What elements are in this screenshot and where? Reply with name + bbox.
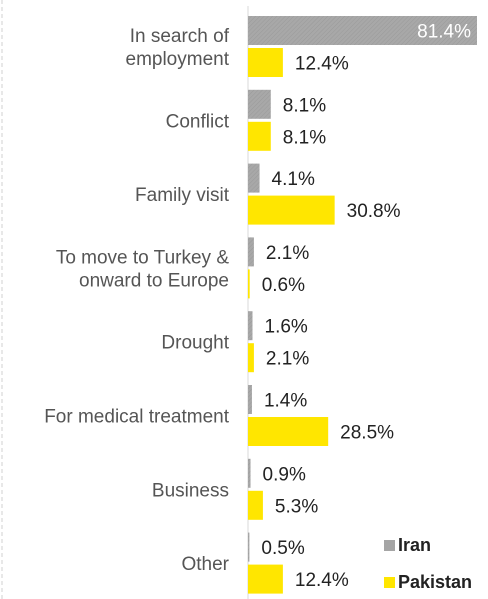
category-label: In search of employment — [126, 26, 230, 70]
iran-value-label: 0.5% — [261, 538, 304, 559]
category-label: Other — [181, 554, 229, 575]
pakistan-bar — [248, 269, 250, 299]
iran-value-label: 4.1% — [272, 169, 315, 190]
pakistan-value-label: 2.1% — [266, 349, 309, 370]
iran-bar — [248, 385, 252, 414]
category-label: Business — [152, 480, 229, 501]
iran-bar — [248, 532, 250, 562]
iran-bar — [248, 458, 251, 488]
iran-value-label: 1.4% — [264, 391, 307, 412]
legend-swatch-iran — [384, 540, 395, 551]
pakistan-value-label: 30.8% — [347, 201, 401, 222]
pakistan-value-label: 12.4% — [295, 570, 349, 591]
iran-value-label: 2.1% — [266, 243, 309, 264]
category-label: For medical treatment — [44, 407, 230, 428]
pakistan-value-label: 12.4% — [295, 54, 349, 75]
pakistan-bar — [248, 48, 283, 77]
iran-bar — [248, 237, 254, 267]
legend-swatch-pakistan — [384, 577, 395, 588]
category-label: Conflict — [166, 111, 230, 132]
iran-value-label: 1.6% — [265, 317, 308, 338]
pakistan-bar — [248, 121, 271, 151]
iran-value-label: 81.4% — [417, 22, 471, 43]
category-label: Family visit — [135, 185, 230, 206]
pakistan-value-label: 28.5% — [340, 423, 394, 444]
legend-label-iran: Iran — [398, 535, 431, 555]
iran-bar — [248, 89, 271, 119]
iran-value-label: 0.9% — [263, 464, 306, 485]
pakistan-value-label: 0.6% — [262, 275, 305, 296]
pakistan-bar — [248, 343, 254, 373]
pakistan-value-label: 8.1% — [283, 127, 326, 148]
pakistan-value-label: 5.3% — [275, 496, 318, 517]
iran-bar — [248, 163, 260, 193]
iran-value-label: 8.1% — [283, 95, 326, 116]
pakistan-bar — [248, 564, 283, 594]
pakistan-bar — [248, 195, 335, 225]
bars-group: In search of employment 81.4% 12.4% Conflict… — [44, 16, 477, 594]
iran-bar — [248, 311, 253, 341]
category-label: To move to Turkey & onward to Europe — [56, 247, 230, 291]
category-label: Drought — [161, 333, 229, 354]
legend: Iran Pakistan — [384, 535, 472, 592]
pakistan-bar — [248, 417, 329, 446]
pakistan-bar — [248, 490, 263, 520]
legend-label-pakistan: Pakistan — [398, 572, 472, 592]
iran-bar — [248, 16, 477, 45]
